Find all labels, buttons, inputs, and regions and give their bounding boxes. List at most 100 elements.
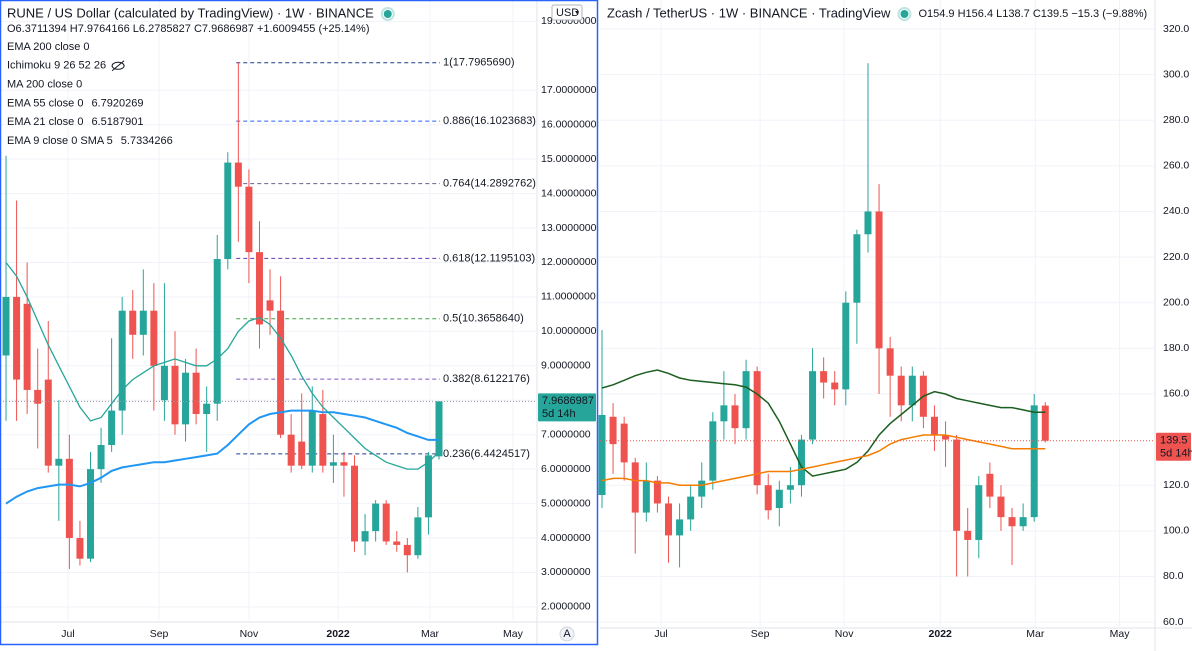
candle-body [953,439,961,531]
x-tick-label: Nov [835,628,854,640]
candle-body [129,310,137,335]
candle-body [1008,517,1016,527]
candle-body [351,465,359,542]
x-tick-label: Jul [61,628,74,640]
candle-body [1030,405,1038,518]
candle-body [642,480,650,513]
candle-body [76,538,84,559]
candle-body [997,496,1005,518]
y-tick-label: 11.0000000 [541,291,596,303]
candle-body [709,421,717,481]
candle-body [160,365,168,401]
y-tick-label: 120.0 [1163,479,1189,491]
candle-body [853,234,861,303]
candle-body [687,496,695,520]
y-tick-label: 5.0000000 [541,497,591,509]
legend: Zcash / TetherUS · 1W · BINANCE · Tradin… [607,5,1147,21]
x-tick-label: Mar [421,628,440,640]
candle-body [809,371,817,440]
candle-body [731,405,739,429]
candle-body [786,485,794,490]
price-label: 139.5 [1160,435,1188,447]
candle-body [775,489,783,509]
candle-body [2,296,10,356]
fib-label: 0.886(16.1023683) [443,115,536,127]
candle-body [298,441,306,466]
candle-body [213,259,221,404]
candle-body [287,434,295,466]
candle-body [393,541,401,545]
hidden-eye-slash [111,60,125,72]
candle-body [108,410,116,446]
y-tick-label: 260.0 [1163,160,1189,172]
candle-body [820,371,828,383]
indicator-line [601,369,1046,477]
fib-label: 0.618(12.1195103) [443,252,535,264]
y-tick-label: 9.0000000 [541,360,591,372]
fib-label: 1(17.7965690) [443,57,515,69]
candle-body [676,519,684,536]
price-label: 7.9686987 [542,395,594,407]
x-tick-label: Mar [1026,628,1045,640]
candle-body [831,382,839,390]
y-tick-label: 240.0 [1163,205,1189,217]
indicator-name: EMA 21 close 0 [7,116,83,128]
candle-body [975,485,983,540]
auto-scale-label: A [563,628,571,640]
y-tick-label: 7.0000000 [541,428,591,440]
indicator-name: EMA 200 close 0 [7,41,90,53]
y-tick-label: 80.0 [1163,570,1184,582]
x-tick-label: 2022 [326,628,350,640]
status-dot [900,10,909,18]
candle-body [203,403,211,415]
y-tick-label: 4.0000000 [541,532,591,544]
candle-body [329,462,337,466]
legend: RUNE / US Dollar (calculated by TradingV… [7,4,583,642]
y-tick-label: 200.0 [1163,296,1189,308]
candle-body [150,310,158,366]
candle-body [44,379,52,466]
hidden-eye-icon [111,61,125,70]
y-tick-label: 6.0000000 [541,463,591,475]
x-tick-label: Sep [150,628,169,640]
y-tick-label: 10.0000000 [541,325,597,337]
candle-body [234,162,242,187]
indicator-name: MA 200 close 0 [7,79,82,91]
candle-body [424,455,432,518]
candle-body [742,371,750,429]
candle-body [34,389,42,404]
candle-body [435,401,443,457]
candle-body [764,485,772,511]
ohlc-values: O154.9 H156.4 L138.7 C139.5 −15.3 (−9.88… [918,8,1147,20]
price-countdown: 5d 14h [1160,448,1192,460]
candle-body [720,405,728,422]
candle-body [361,531,369,542]
candle-body [55,458,63,466]
candle-body [986,473,994,497]
candle-body [414,517,422,556]
candle-body [266,300,274,311]
candle-body [171,365,179,425]
candle-body [87,469,95,559]
candle-body [930,416,938,436]
indicator-line [5,409,439,505]
y-tick-label: 280.0 [1163,114,1189,126]
candle-body [382,503,390,542]
pane: 60.0 80.0 100.0 120.0 160.0 180.0 200.0 220.0 24… [598,0,1192,640]
candle-body [23,303,31,390]
fib-label: 0.236(6.4424517) [443,448,530,460]
y-tick-label: 320.0 [1163,23,1189,35]
currency-caret [575,11,579,14]
fib-label: 0.5(10.3658640) [443,313,524,325]
candle-body [182,372,190,425]
candle-body [620,423,628,463]
chart-title: Zcash / TetherUS · 1W · BINANCE · Tradin… [607,5,891,20]
y-tick-label: 13.0000000 [541,222,597,234]
indicator-name: EMA 9 close 0 SMA 5 [7,135,113,147]
y-tick-label: 60.0 [1163,616,1184,628]
indicator-value: 6.5187901 [91,116,143,128]
chart-title: RUNE / US Dollar (calculated by TradingV… [7,5,374,20]
x-tick-label: Nov [240,628,259,640]
